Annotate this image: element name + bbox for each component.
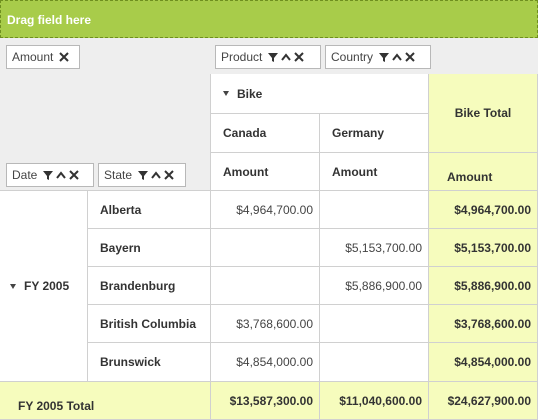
remove-icon[interactable] xyxy=(404,51,416,63)
value-cell xyxy=(320,343,429,382)
value-text: $3,768,600.00 xyxy=(236,316,313,331)
state-chip[interactable]: State xyxy=(98,163,186,187)
measure-header-total: Amount xyxy=(429,153,538,191)
product-chip[interactable]: Product xyxy=(215,45,321,69)
value-text: $3,768,600.00 xyxy=(454,316,531,331)
row-label-text: Alberta xyxy=(100,202,142,217)
column-total-label: Bike Total xyxy=(454,106,512,120)
row-total-cell: $4,964,700.00 xyxy=(429,191,538,229)
row-total-cell: $3,768,600.00 xyxy=(429,305,538,343)
row-label: Alberta xyxy=(88,191,211,229)
row-label: Brunswick xyxy=(88,343,211,382)
row-label-text: Bayern xyxy=(100,240,141,255)
filter-icon[interactable] xyxy=(42,169,54,181)
value-text: $5,153,700.00 xyxy=(454,240,531,255)
column-group-label: Bike xyxy=(237,86,263,101)
value-cell: $5,153,700.00 xyxy=(320,229,429,267)
column-header-label: Canada xyxy=(223,126,267,140)
column-header-germany[interactable]: Germany xyxy=(320,114,429,153)
grand-total-cell: $24,627,900.00 xyxy=(429,382,538,420)
measure-label: Amount xyxy=(447,170,493,184)
product-chip-label: Product xyxy=(221,50,263,64)
measure-label: Amount xyxy=(332,164,378,179)
row-label: Brandenburg xyxy=(88,267,211,305)
measure-header-canada: Amount xyxy=(211,153,320,191)
value-cell: $3,768,600.00 xyxy=(211,305,320,343)
filter-icon[interactable] xyxy=(267,51,279,63)
row-label: British Columbia xyxy=(88,305,211,343)
row-label-text: Brunswick xyxy=(100,355,161,369)
grand-total-cell: $11,040,600.00 xyxy=(320,382,429,420)
value-cell xyxy=(320,305,429,343)
remove-icon[interactable] xyxy=(58,51,70,63)
remove-icon[interactable] xyxy=(68,169,80,181)
value-text: $24,627,900.00 xyxy=(447,393,531,408)
collapse-triangle-icon[interactable] xyxy=(223,91,229,96)
amount-chip[interactable]: Amount xyxy=(6,45,80,69)
value-text: $4,854,000.00 xyxy=(454,355,531,369)
country-chip-label: Country xyxy=(331,50,374,64)
measure-header-germany: Amount xyxy=(320,153,429,191)
date-chip-label: Date xyxy=(12,168,38,182)
filter-icon[interactable] xyxy=(137,169,149,181)
grand-total-cell: $13,587,300.00 xyxy=(211,382,320,420)
measure-label: Amount xyxy=(223,164,269,179)
sort-up-icon[interactable] xyxy=(391,51,403,63)
sort-up-icon[interactable] xyxy=(280,51,292,63)
amount-chip-label: Amount xyxy=(12,50,54,64)
value-text: $4,854,000.00 xyxy=(236,355,313,369)
date-chip[interactable]: Date xyxy=(6,163,94,187)
value-text: $5,886,900.00 xyxy=(454,278,531,293)
remove-icon[interactable] xyxy=(293,51,305,63)
row-total-cell: $5,153,700.00 xyxy=(429,229,538,267)
value-cell: $5,886,900.00 xyxy=(320,267,429,305)
value-text: $5,886,900.00 xyxy=(345,278,422,293)
row-label-text: Brandenburg xyxy=(100,278,176,293)
value-text: $11,040,600.00 xyxy=(339,393,422,408)
column-group-bike[interactable]: Bike xyxy=(211,74,429,114)
filter-icon[interactable] xyxy=(378,51,390,63)
row-total-cell: $5,886,900.00 xyxy=(429,267,538,305)
row-group-fy2005[interactable]: FY 2005 xyxy=(0,191,88,382)
value-text: $4,964,700.00 xyxy=(454,202,531,217)
grand-total-label: FY 2005 Total xyxy=(18,399,95,413)
value-cell: $4,964,700.00 xyxy=(211,191,320,229)
drag-field-dropzone[interactable]: Drag field here xyxy=(0,0,538,38)
value-text: $13,587,300.00 xyxy=(229,393,313,408)
row-total-cell: $4,854,000.00 xyxy=(429,343,538,382)
collapse-triangle-icon[interactable] xyxy=(10,283,16,289)
row-label: Bayern xyxy=(88,229,211,267)
value-cell xyxy=(211,267,320,305)
state-chip-label: State xyxy=(104,168,133,182)
column-header-bike-total: Bike Total xyxy=(429,74,538,153)
row-label-text: British Columbia xyxy=(100,316,197,331)
value-cell xyxy=(320,191,429,229)
value-text: $5,153,700.00 xyxy=(345,240,422,255)
value-text: $4,964,700.00 xyxy=(236,202,313,217)
remove-icon[interactable] xyxy=(163,169,175,181)
grand-total-label-cell: FY 2005 Total xyxy=(0,382,211,420)
country-chip[interactable]: Country xyxy=(325,45,431,69)
value-cell: $4,854,000.00 xyxy=(211,343,320,382)
column-header-canada[interactable]: Canada xyxy=(211,114,320,153)
dropzone-label: Drag field here xyxy=(7,13,92,27)
sort-up-icon[interactable] xyxy=(150,169,162,181)
row-group-label: FY 2005 xyxy=(24,279,70,293)
value-cell xyxy=(211,229,320,267)
sort-up-icon[interactable] xyxy=(55,169,67,181)
column-header-label: Germany xyxy=(332,126,385,140)
